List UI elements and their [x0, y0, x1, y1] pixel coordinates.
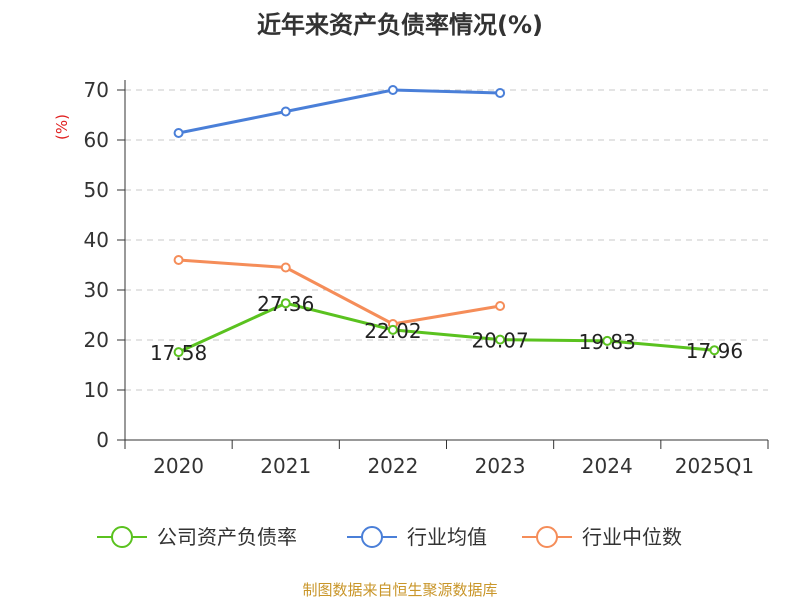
- x-tick-label: 2022: [367, 454, 418, 478]
- x-tick-label: 2020: [153, 454, 204, 478]
- series-point-1: [495, 88, 506, 98]
- chart-title: 近年来资产负债率情况(%): [257, 11, 543, 39]
- series-point-2: [495, 301, 506, 311]
- data-label: 17.58: [150, 341, 207, 365]
- series-layer: [173, 85, 720, 358]
- x-tick-label: 2025Q1: [675, 454, 754, 478]
- y-tick-label: 50: [84, 178, 109, 202]
- y-tick-label: 0: [96, 428, 109, 452]
- series-line-0: [177, 301, 716, 354]
- legend-label: 行业均值: [407, 525, 487, 549]
- series-point-0: [495, 334, 506, 345]
- legend-label: 行业中位数: [582, 525, 682, 549]
- y-tick-label: 30: [84, 278, 109, 302]
- legend-marker: [111, 526, 133, 548]
- series-point-0: [709, 345, 720, 356]
- series-point-1: [173, 128, 184, 138]
- y-tick-label: 10: [84, 378, 109, 402]
- axes: 0 10 20 30 40 50 60 70 2020 2021 2022 2023 2024 2025Q…: [84, 78, 769, 478]
- data-labels: 17.58 27.36 22.02 20.07 19.83 17.96: [150, 292, 743, 365]
- legend-marker: [361, 526, 383, 548]
- x-tick-label: 2024: [582, 454, 633, 478]
- data-label: 22.02: [364, 319, 421, 343]
- y-tick-label: 70: [84, 78, 109, 102]
- legend-marker: [536, 526, 558, 548]
- y-tick-label: 20: [84, 328, 109, 352]
- series-point-1: [280, 106, 291, 117]
- series-point-2: [173, 255, 184, 265]
- series-line-2: [177, 258, 502, 326]
- data-label: 27.36: [257, 292, 314, 316]
- legend-label: 公司资产负债率: [157, 525, 297, 549]
- series-point-0: [602, 335, 613, 346]
- y-axis-unit: (%): [53, 114, 71, 140]
- series-point-1: [387, 85, 398, 95]
- series-point-0: [387, 324, 398, 335]
- x-tick-label: 2021: [260, 454, 311, 478]
- data-label: 17.96: [686, 339, 743, 363]
- y-tick-label: 40: [84, 228, 109, 252]
- series-line-1: [177, 88, 502, 135]
- series-point-2: [280, 262, 291, 273]
- series-point-0: [280, 298, 291, 309]
- source-note: 制图数据来自恒生聚源数据库: [302, 581, 497, 599]
- data-label: 20.07: [471, 329, 528, 353]
- x-tick-label: 2023: [475, 454, 526, 478]
- data-label: 19.83: [579, 330, 636, 354]
- series-point-0: [173, 347, 184, 358]
- y-tick-label: 60: [84, 128, 109, 152]
- legend: 公司资产负债率 行业均值 行业中位数: [97, 525, 682, 549]
